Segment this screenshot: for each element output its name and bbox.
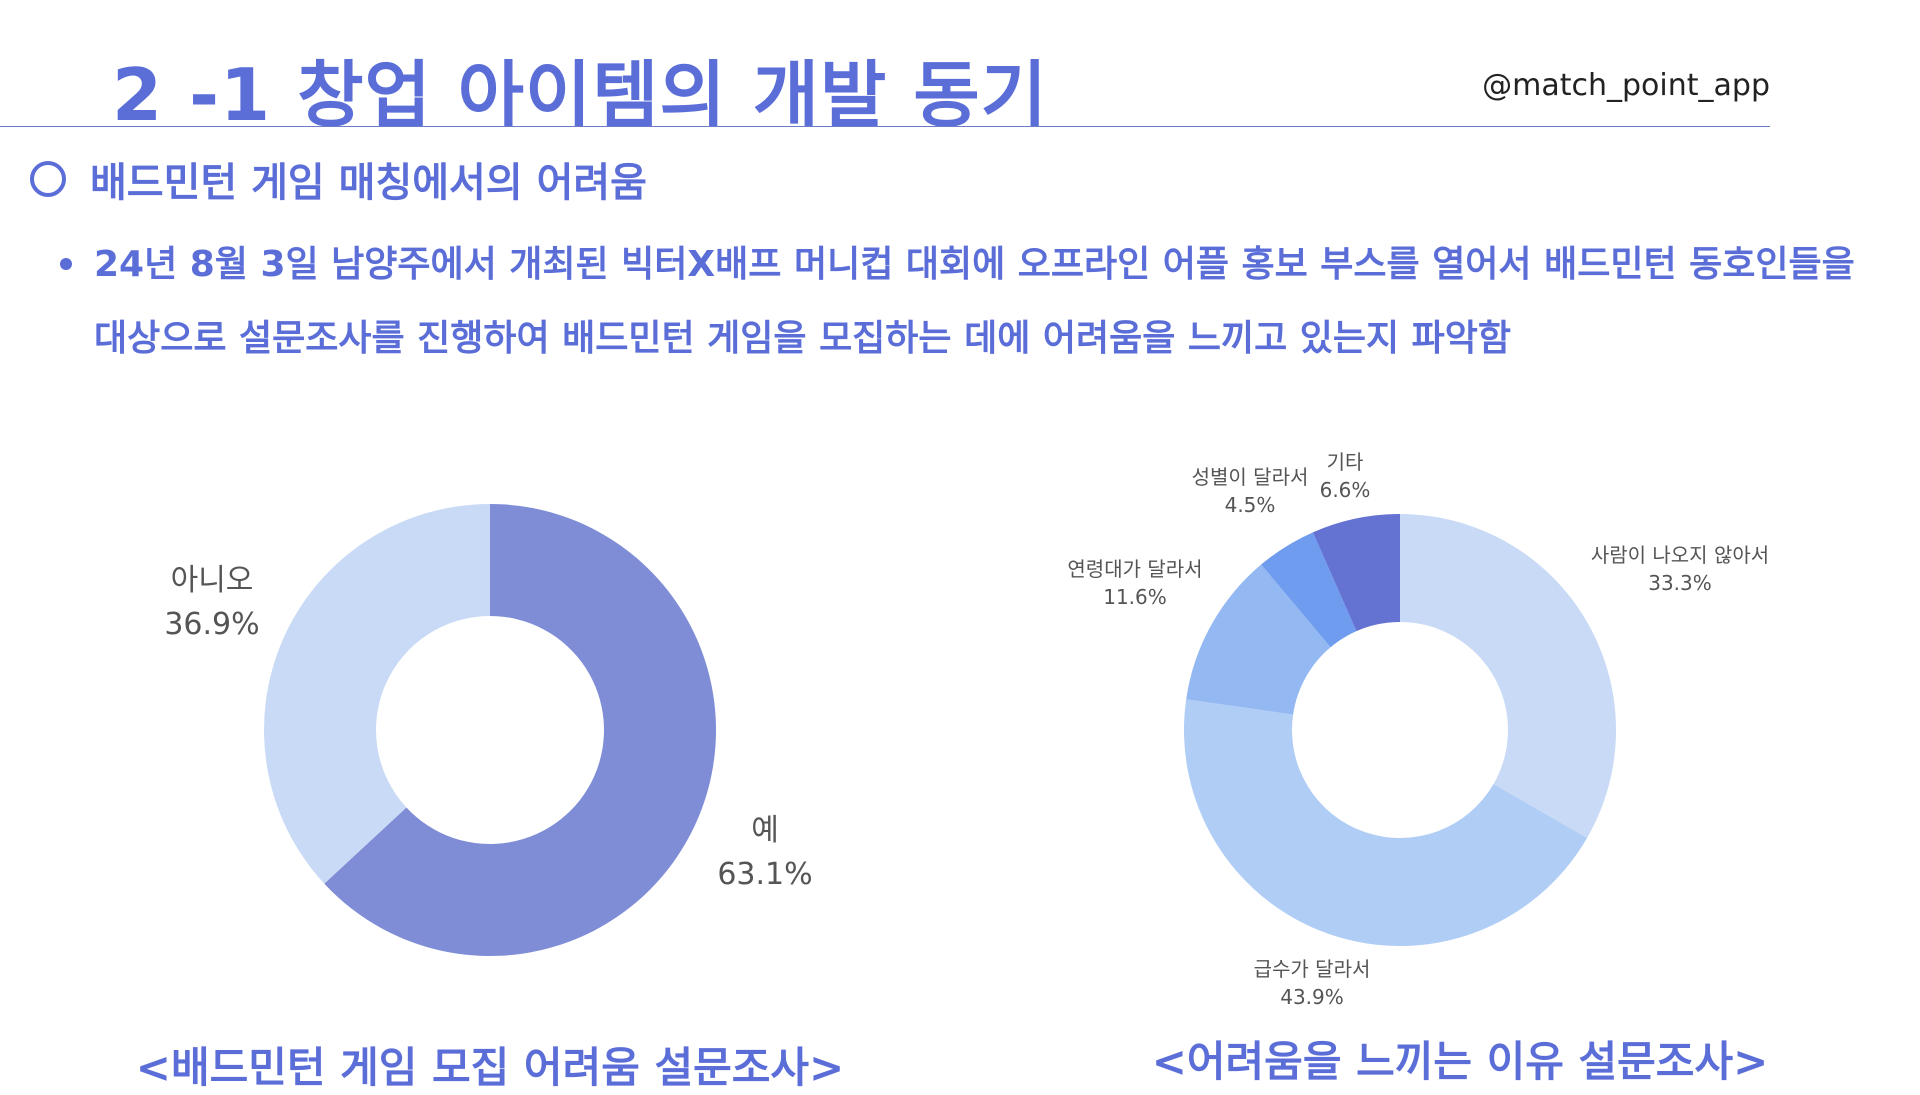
reasons-slice-3 bbox=[1261, 532, 1357, 648]
difficulty-value-label-0: 63.1% bbox=[717, 857, 812, 892]
reasons-category-label-4: 기타 bbox=[1327, 450, 1364, 474]
difficulty-slice-0 bbox=[324, 504, 716, 956]
description-line-1: 24년 8월 3일 남양주에서 개최된 빅터X배프 머니컵 대회에 오프라인 어… bbox=[94, 244, 1855, 285]
reasons-slice-1 bbox=[1184, 699, 1588, 946]
reasons-value-label-1: 43.9% bbox=[1280, 985, 1344, 1009]
reasons-value-label-0: 33.3% bbox=[1648, 571, 1712, 595]
reasons-category-label-0: 사람이 나오지 않아서 bbox=[1591, 543, 1769, 567]
reasons-value-label-4: 6.6% bbox=[1320, 478, 1371, 502]
difficulty-category-label-0: 예 bbox=[751, 813, 779, 848]
section-heading: 배드민턴 게임 매칭에서의 어려움 bbox=[30, 150, 647, 208]
instagram-handle: @match_point_app bbox=[1482, 68, 1770, 103]
title-divider bbox=[0, 126, 1770, 127]
reasons-slice-0 bbox=[1400, 514, 1616, 838]
survey-description: 24년 8월 3일 남양주에서 개최된 빅터X배프 머니컵 대회에 오프라인 어… bbox=[60, 228, 1920, 376]
circle-bullet-icon bbox=[30, 161, 66, 197]
reasons-slice-2 bbox=[1186, 564, 1331, 715]
difficulty-chart-caption: <배드민턴 게임 모집 어려움 설문조사> bbox=[135, 1043, 845, 1092]
description-line-2: 대상으로 설문조사를 진행하여 배드민턴 게임을 모집하는 데에 어려움을 느끼… bbox=[94, 318, 1512, 359]
bullet-dot-icon bbox=[60, 258, 72, 270]
difficulty-donut-chart: 예 63.1% 아니오 36.9% bbox=[164, 504, 813, 956]
section-heading-text: 배드민턴 게임 매칭에서의 어려움 bbox=[90, 160, 647, 206]
reasons-slice-4 bbox=[1312, 514, 1400, 632]
slide-title: 2 -1 창업 아이템의 개발 동기 bbox=[112, 53, 1048, 137]
reasons-chart-caption: <어려움을 느끼는 이유 설문조사> bbox=[1151, 1037, 1769, 1086]
reasons-category-label-3: 성별이 달라서 bbox=[1192, 465, 1309, 489]
reasons-value-label-2: 11.6% bbox=[1103, 585, 1167, 609]
difficulty-value-label-1: 36.9% bbox=[164, 607, 259, 642]
difficulty-slice-1 bbox=[263, 504, 490, 884]
reasons-value-label-3: 4.5% bbox=[1225, 493, 1276, 517]
reasons-category-label-2: 연령대가 달라서 bbox=[1067, 557, 1202, 581]
reasons-donut-chart: 사람이 나오지 않아서 33.3% 급수가 달라서 43.9% 연령대가 달라서 11.6… bbox=[1067, 450, 1769, 1009]
difficulty-category-label-1: 아니오 bbox=[171, 563, 254, 598]
reasons-category-label-1: 급수가 달라서 bbox=[1254, 957, 1371, 981]
